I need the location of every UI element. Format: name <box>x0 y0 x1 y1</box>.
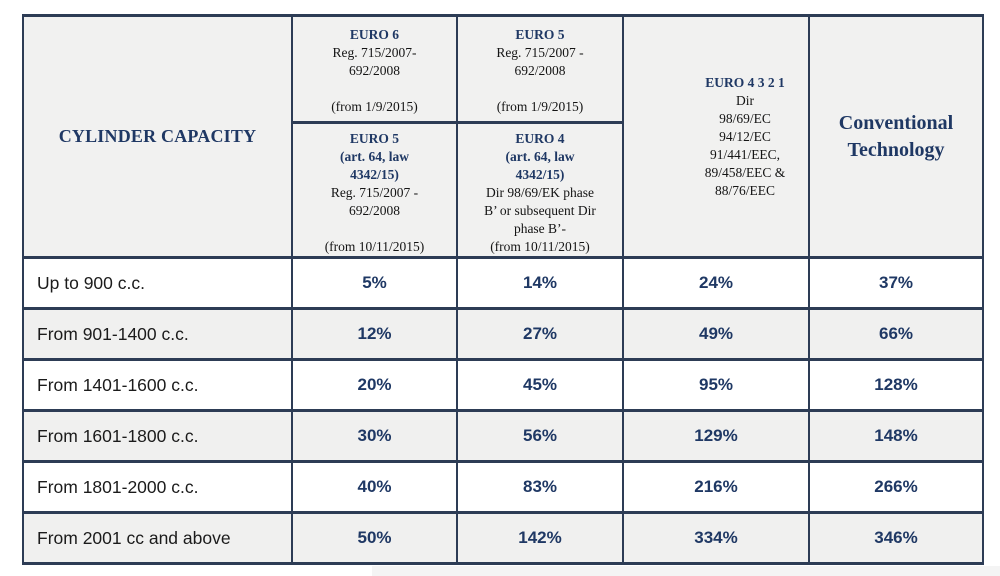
pct-euro6-euro5: 50% <box>291 511 458 565</box>
euro5-art64-reg-line2: 692/2008 <box>348 203 400 218</box>
pct-euro4321: 216% <box>622 460 810 514</box>
euro6-reg-line2: 692/2008 <box>348 63 400 78</box>
euro4-art64-from-date: (from 10/11/2015) <box>490 239 590 254</box>
pct-euro5-euro4: 56% <box>456 409 624 463</box>
table-row: From 1401-1600 c.c. 20% 45% 95% 128% <box>22 358 984 412</box>
pct-euro5-euro4: 27% <box>456 307 624 361</box>
capacity-label: From 1401-1600 c.c. <box>22 358 293 412</box>
header-euro4-art64-cell: EURO 4 (art. 64, law 4342/15) Dir 98/69/… <box>456 121 624 259</box>
capacity-label: From 2001 cc and above <box>22 511 293 565</box>
pct-euro5-euro4: 14% <box>456 256 624 310</box>
pct-euro5-euro4: 45% <box>456 358 624 412</box>
euro4-art64-dir-line2: B’ or subsequent Dir <box>484 203 596 218</box>
euro5-art64-bold1: (art. 64, law <box>340 149 409 164</box>
euro5-art64-reg-line1: Reg. 715/2007 - <box>330 185 419 200</box>
pct-euro4321: 49% <box>622 307 810 361</box>
conventional-line1: Conventional <box>838 111 954 134</box>
euro5-title: EURO 5 <box>515 27 565 42</box>
euro5-reg-line2: 692/2008 <box>514 63 566 78</box>
capacity-label: From 1801-2000 c.c. <box>22 460 293 514</box>
header-euro6-cell: EURO 6 Reg. 715/2007- 692/2008 (from 1/9… <box>291 14 458 124</box>
header-cylinder-capacity: CYLINDER CAPACITY <box>22 14 293 259</box>
pct-euro5-euro4: 83% <box>456 460 624 514</box>
header-euro5-art64-cell: EURO 5 (art. 64, law 4342/15) Reg. 715/2… <box>291 121 458 259</box>
pct-conventional: 346% <box>808 511 984 565</box>
euro4321-line-2: 94/12/EC <box>719 128 771 144</box>
header-euro5-cell: EURO 5 Reg. 715/2007 - 692/2008 (from 1/… <box>456 14 624 124</box>
conventional-line2: Technology <box>847 138 945 161</box>
emission-tax-table: CYLINDER CAPACITY EURO 6 Reg. 715/2007- … <box>22 14 984 565</box>
bottom-page-strip <box>372 566 1000 576</box>
pct-euro6-euro5: 20% <box>291 358 458 412</box>
capacity-label: Up to 900 c.c. <box>22 256 293 310</box>
euro5-art64-from-date: (from 10/11/2015) <box>324 239 425 254</box>
euro4321-title: EURO 4 3 2 1 <box>705 74 785 90</box>
euro4-art64-bold1: (art. 64, law <box>505 149 575 164</box>
pct-conventional: 66% <box>808 307 984 361</box>
pct-conventional: 148% <box>808 409 984 463</box>
header-conventional-cell: Conventional Technology <box>808 14 984 259</box>
table-row: From 1601-1800 c.c. 30% 56% 129% 148% <box>22 409 984 463</box>
pct-euro6-euro5: 30% <box>291 409 458 463</box>
pct-euro6-euro5: 40% <box>291 460 458 514</box>
euro4-art64-dir-line1: Dir 98/69/EK phase <box>486 185 594 200</box>
euro5-reg-line1: Reg. 715/2007 - <box>496 45 584 60</box>
pct-euro6-euro5: 5% <box>291 256 458 310</box>
pct-euro4321: 129% <box>622 409 810 463</box>
euro4-art64-dir-line3: phase B’- <box>513 221 567 236</box>
capacity-label: From 901-1400 c.c. <box>22 307 293 361</box>
cylinder-capacity-label: CYLINDER CAPACITY <box>58 126 257 146</box>
euro6-title: EURO 6 <box>349 27 400 42</box>
euro4321-line-dir: Dir <box>736 92 754 108</box>
pct-conventional: 266% <box>808 460 984 514</box>
euro6-from-date: (from 1/9/2015) <box>331 99 418 114</box>
pct-euro4321: 24% <box>622 256 810 310</box>
table-row: From 2001 cc and above 50% 142% 334% 346… <box>22 511 984 565</box>
euro4-art64-bold2: 4342/15) <box>515 167 565 182</box>
euro4321-line-1: 98/69/EC <box>719 110 771 126</box>
pct-euro4321: 334% <box>622 511 810 565</box>
capacity-label: From 1601-1800 c.c. <box>22 409 293 463</box>
table-row: From 1801-2000 c.c. 40% 83% 216% 266% <box>22 460 984 514</box>
pct-conventional: 37% <box>808 256 984 310</box>
euro6-reg-line1: Reg. 715/2007- <box>332 45 417 60</box>
euro5-art64-title: EURO 5 <box>349 131 400 146</box>
euro4-art64-title: EURO 4 <box>515 131 565 146</box>
header-euro4321-cell: EURO 4 3 2 1 Dir 98/69/EC 94/12/EC 91/44… <box>622 14 810 259</box>
euro5-from-date: (from 1/9/2015) <box>496 99 584 114</box>
euro5-art64-bold2: 4342/15) <box>350 167 399 182</box>
pct-euro4321: 95% <box>622 358 810 412</box>
euro4321-line-3: 91/441/EEC, <box>709 146 781 162</box>
pct-euro6-euro5: 12% <box>291 307 458 361</box>
euro4321-line-5: 88/76/EEC <box>715 182 775 198</box>
table-row: From 901-1400 c.c. 12% 27% 49% 66% <box>22 307 984 361</box>
pct-conventional: 128% <box>808 358 984 412</box>
pct-euro5-euro4: 142% <box>456 511 624 565</box>
table-row: Up to 900 c.c. 5% 14% 24% 37% <box>22 256 984 310</box>
euro4321-line-4: 89/458/EEC & <box>704 164 786 180</box>
